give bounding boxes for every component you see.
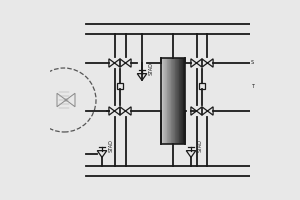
Bar	[166, 58, 167, 144]
Text: STAD: STAD	[149, 62, 154, 75]
Circle shape	[196, 62, 197, 64]
Text: STAD: STAD	[198, 139, 203, 152]
Bar	[171, 58, 172, 144]
Bar	[178, 58, 180, 144]
Circle shape	[125, 110, 126, 112]
Circle shape	[125, 62, 126, 64]
Bar	[164, 58, 165, 144]
Bar	[173, 58, 174, 144]
Circle shape	[207, 110, 208, 112]
Bar	[184, 58, 185, 144]
Bar	[179, 58, 180, 144]
Bar	[177, 58, 178, 144]
Circle shape	[114, 110, 115, 112]
Text: S: S	[251, 60, 254, 66]
Bar	[117, 83, 123, 89]
Text: T: T	[251, 84, 254, 88]
Bar	[167, 58, 168, 144]
Bar	[161, 58, 185, 144]
Bar	[163, 58, 164, 144]
Bar	[183, 58, 184, 144]
Circle shape	[114, 62, 115, 64]
Bar	[167, 58, 168, 144]
Bar	[169, 58, 170, 144]
Bar	[176, 58, 177, 144]
Bar	[168, 58, 169, 144]
Bar	[183, 58, 184, 144]
Bar	[161, 58, 162, 144]
Text: STAD: STAD	[109, 139, 114, 152]
Circle shape	[207, 62, 208, 64]
Bar	[174, 58, 175, 144]
Bar	[200, 83, 205, 89]
Bar	[182, 58, 183, 144]
Bar	[175, 58, 176, 144]
Bar	[180, 58, 181, 144]
Bar	[178, 58, 179, 144]
Bar	[181, 58, 182, 144]
Bar	[171, 58, 172, 144]
Bar	[170, 58, 171, 144]
Bar	[172, 58, 173, 144]
Bar	[162, 58, 163, 144]
Circle shape	[65, 99, 67, 101]
Bar	[165, 58, 166, 144]
Circle shape	[196, 110, 197, 112]
